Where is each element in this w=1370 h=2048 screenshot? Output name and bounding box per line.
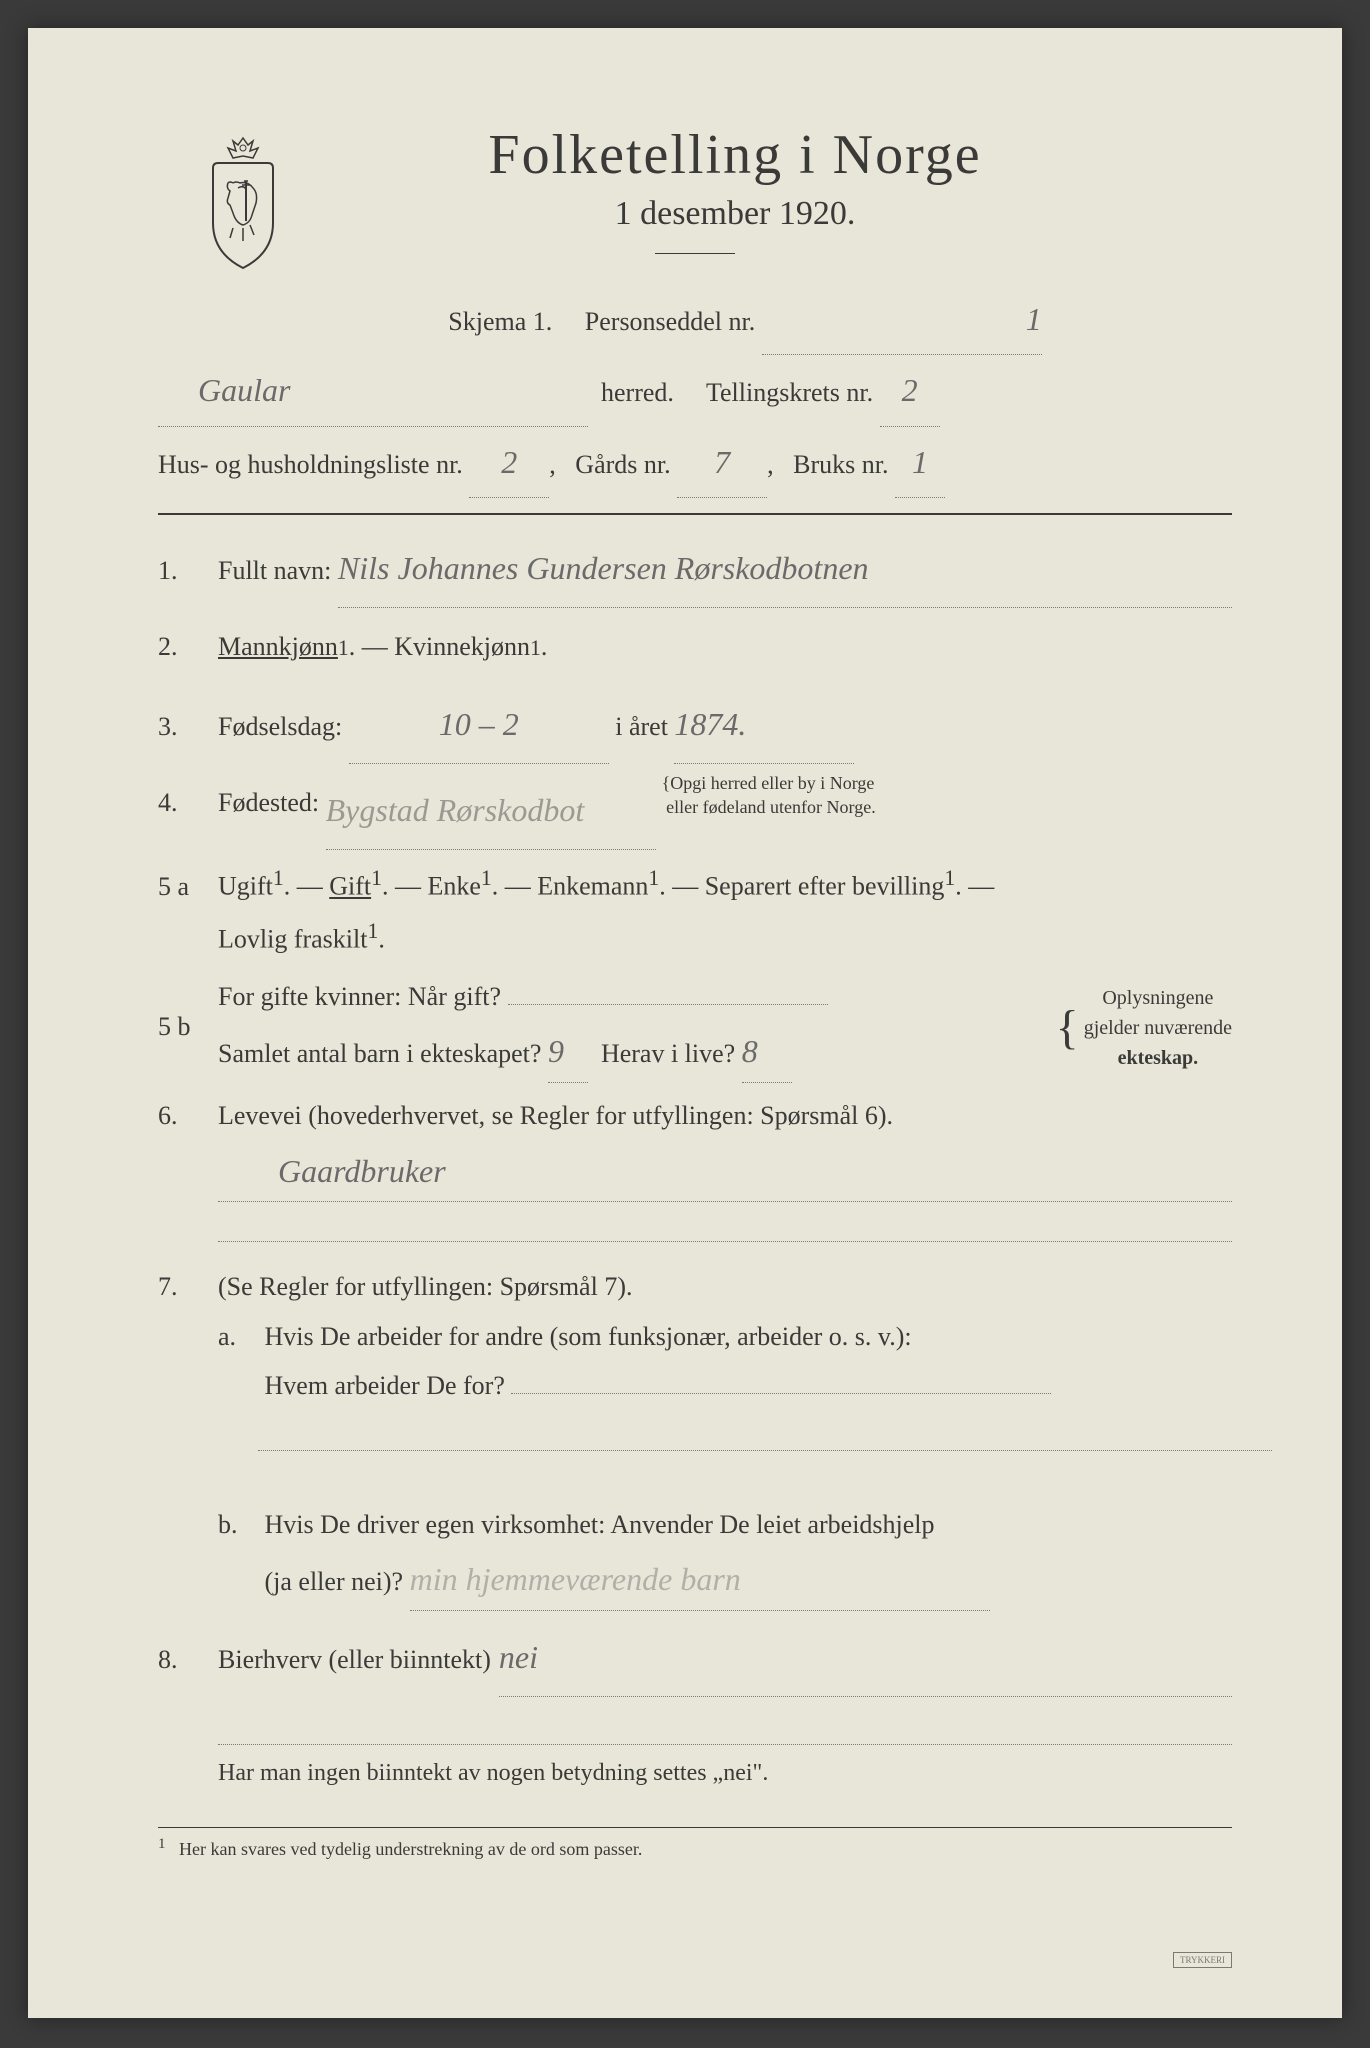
- q5a-fraskilt: Lovlig fraskilt: [218, 925, 367, 954]
- form-title: Folketelling i Norge: [238, 123, 1232, 187]
- husliste-value: 2: [501, 427, 517, 497]
- q2-mannkjonn: Mannkjønn: [218, 616, 338, 678]
- q3-label: Fødselsdag:: [218, 696, 342, 758]
- q5b-l2b: Herav i live?: [601, 1039, 735, 1068]
- q5a-row: 5 a Ugift1. — Gift1. — Enke1. — Enkemann…: [158, 858, 1232, 964]
- husliste-label: Hus- og husholdningsliste nr.: [158, 450, 463, 479]
- q5a-separert: Separert efter bevilling: [705, 872, 945, 901]
- q7-label: (Se Regler for utfyllingen: Spørsmål 7).: [218, 1272, 632, 1301]
- q7b-text2: (ja eller nei)?: [265, 1567, 404, 1596]
- q1-label: Fullt navn:: [218, 540, 331, 602]
- norwegian-coat-of-arms-icon: [188, 133, 298, 273]
- q7b-letter: b.: [218, 1500, 258, 1549]
- q4-label: Fødested:: [218, 772, 319, 834]
- q8-row: 8. Bierhverv (eller biinntekt) nei: [158, 1619, 1232, 1697]
- q2-num: 2.: [158, 616, 218, 678]
- q2-kvinnekjonn: Kvinnekjønn: [394, 616, 530, 678]
- q1-value: Nils Johannes Gundersen Rørskodbotnen: [338, 530, 869, 607]
- gards-value: 7: [714, 427, 730, 497]
- form-header: Folketelling i Norge 1 desember 1920.: [158, 123, 1232, 254]
- q8-num: 8.: [158, 1629, 218, 1691]
- q5b-l1: For gifte kvinner: Når gift?: [218, 982, 501, 1011]
- q1-row: 1. Fullt navn: Nils Johannes Gundersen R…: [158, 530, 1232, 608]
- q4-num: 4.: [158, 772, 218, 834]
- header-divider: [655, 253, 735, 254]
- q8-label: Bierhverv (eller biinntekt): [218, 1629, 491, 1691]
- footer-note: Har man ingen biinntekt av nogen betydni…: [218, 1760, 1232, 1787]
- q7-row: 7. (Se Regler for utfyllingen: Spørsmål …: [158, 1262, 1232, 1611]
- q5b-l2a: Samlet antal barn i ekteskapet?: [218, 1039, 541, 1068]
- q3-day: 10 – 2: [439, 686, 519, 763]
- bruks-label: Bruks nr.: [793, 450, 888, 479]
- q3-num: 3.: [158, 696, 218, 758]
- q7a-text2: Hvem arbeider De for?: [265, 1371, 505, 1400]
- personseddel-value: 1: [1026, 284, 1042, 354]
- census-form-document: Folketelling i Norge 1 desember 1920. Sk…: [28, 28, 1342, 2018]
- q8-value: nei: [499, 1619, 538, 1696]
- q5b-num: 5 b: [158, 996, 218, 1058]
- q3-row: 3. Fødselsdag: 10 – 2 i året 1874.: [158, 686, 1232, 764]
- q4-note: {Opgi herred eller by i Norge eller føde…: [662, 772, 876, 819]
- skjema-label: Skjema 1.: [448, 307, 552, 336]
- q6-label: Levevei (hovederhvervet, se Regler for u…: [218, 1101, 893, 1130]
- q6-row: 6. Levevei (hovederhvervet, se Regler fo…: [158, 1091, 1232, 1242]
- q7b-value: min hjemmeværende barn: [410, 1549, 741, 1610]
- q5a-enke: Enke: [427, 872, 480, 901]
- q4-row: 4. Fødested: Bygstad Rørskodbot {Opgi he…: [158, 772, 1232, 850]
- herred-label: herred.: [601, 378, 674, 407]
- q3-year: 1874.: [674, 686, 746, 763]
- q2-row: 2. Mannkjønn1. — Kvinnekjønn1.: [158, 616, 1232, 678]
- q6-value: Gaardbruker: [278, 1141, 446, 1202]
- q7-num: 7.: [158, 1262, 218, 1311]
- q5a-enkemann: Enkemann: [537, 872, 648, 901]
- personseddel-label: Personseddel nr.: [585, 307, 755, 336]
- q6-num: 6.: [158, 1091, 218, 1140]
- herred-value: Gaular: [198, 355, 290, 425]
- printer-stamp: TRYKKERI: [1173, 1952, 1232, 1968]
- tellingskrets-label: Tellingskrets nr.: [706, 378, 873, 407]
- meta-section: Skjema 1. Personseddel nr. 1 Gaular herr…: [158, 284, 1232, 498]
- footnote: 1 Her kan svares ved tydelig understrekn…: [158, 1827, 1232, 1860]
- q7a-letter: a.: [218, 1312, 258, 1361]
- q5b-barn: 9: [548, 1021, 564, 1082]
- q5a-ugift: Ugift: [218, 872, 273, 901]
- q3-mid: i året: [615, 696, 668, 758]
- q4-value: Bygstad Rørskodbot: [326, 772, 585, 849]
- q5a-num: 5 a: [158, 862, 218, 911]
- q5b-row: 5 b For gifte kvinner: Når gift? Samlet …: [158, 972, 1232, 1083]
- section-divider: [158, 513, 1232, 515]
- q7b-text1: Hvis De driver egen virksomhet: Anvender…: [265, 1510, 935, 1539]
- form-date: 1 desember 1920.: [238, 195, 1232, 233]
- q5a-gift: Gift: [329, 872, 371, 901]
- tellingskrets-value: 2: [902, 355, 918, 425]
- gards-label: Gårds nr.: [575, 450, 670, 479]
- q1-num: 1.: [158, 540, 218, 602]
- q5b-note: { Oplysningene gjelder nuværende ekteska…: [1056, 983, 1232, 1073]
- q7a-text1: Hvis De arbeider for andre (som funksjon…: [265, 1322, 912, 1351]
- q5b-ilive: 8: [742, 1021, 758, 1082]
- bruks-value: 1: [912, 427, 928, 497]
